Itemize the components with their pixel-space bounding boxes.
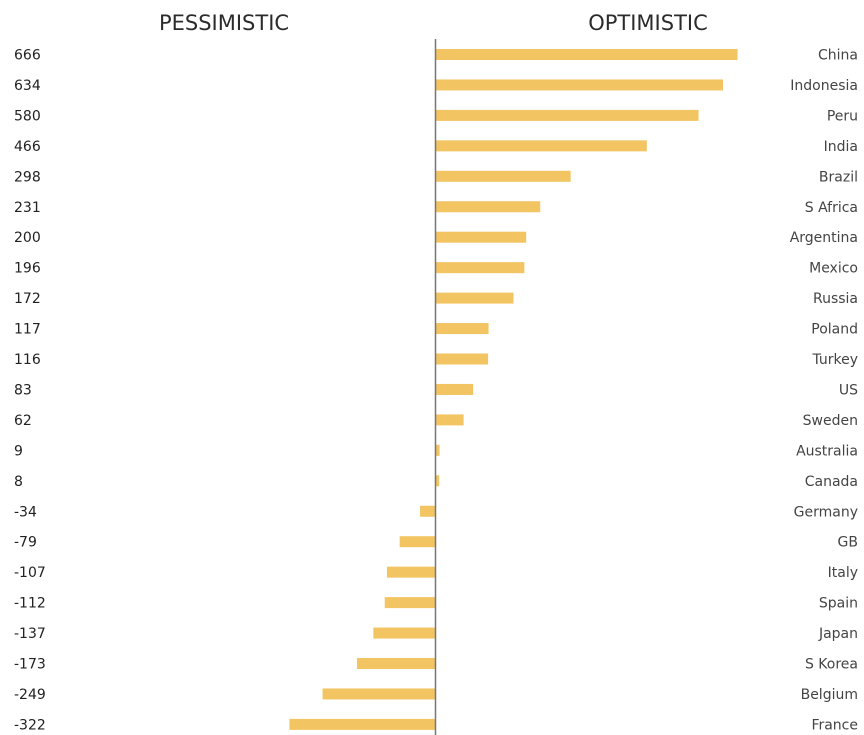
country-label-belgium: Belgium xyxy=(801,687,858,703)
value-label-sweden: 62 xyxy=(14,413,32,429)
bar-belgium xyxy=(322,688,436,700)
country-labels-group: China Indonesia Peru India Brazil S Africa Arg… xyxy=(790,48,858,734)
country-label-turkey: Turkey xyxy=(811,352,858,368)
country-label-spain: Spain xyxy=(819,596,858,612)
value-label-spain: -112 xyxy=(14,596,46,612)
bar-brazil xyxy=(435,170,571,182)
bar-france xyxy=(289,718,436,730)
country-label-s-africa: S Africa xyxy=(805,200,858,216)
value-label-peru: 580 xyxy=(14,108,41,124)
country-label-russia: Russia xyxy=(813,291,858,307)
value-label-argentina: 200 xyxy=(14,230,41,246)
bar-germany xyxy=(420,505,436,517)
value-label-russia: 172 xyxy=(14,291,41,307)
bar-spain xyxy=(384,597,436,609)
bar-italy xyxy=(386,566,436,578)
bar-india xyxy=(435,140,647,152)
bar-s-korea xyxy=(357,658,436,669)
value-label-poland: 117 xyxy=(14,322,41,338)
value-label-turkey: 116 xyxy=(14,352,41,368)
value-label-s-korea: -173 xyxy=(14,657,46,673)
value-label-france: -322 xyxy=(14,717,46,733)
value-label-germany: -34 xyxy=(14,504,37,520)
country-label-france: France xyxy=(811,717,858,733)
value-label-japan: -137 xyxy=(14,626,46,642)
bar-japan xyxy=(373,627,436,639)
bar-poland xyxy=(435,323,489,335)
country-label-us: US xyxy=(839,382,858,398)
value-labels-group: 666 634 580 466 298 231 200 196 172 117 116 83 62 9 8 -… xyxy=(14,48,46,734)
country-label-indonesia: Indonesia xyxy=(790,78,858,94)
value-label-brazil: 298 xyxy=(14,169,41,185)
value-label-china: 666 xyxy=(14,48,41,64)
country-label-poland: Poland xyxy=(811,322,858,338)
bar-peru xyxy=(435,109,699,121)
value-label-s-africa: 231 xyxy=(14,200,41,216)
bar-turkey xyxy=(435,353,489,365)
bar-mexico xyxy=(435,262,525,274)
country-label-gb: GB xyxy=(838,535,858,551)
country-label-s-korea: S Korea xyxy=(805,657,858,673)
value-label-indonesia: 634 xyxy=(14,78,41,94)
bar-argentina xyxy=(435,231,527,243)
country-label-sweden: Sweden xyxy=(803,413,858,429)
country-label-italy: Italy xyxy=(828,565,858,581)
bar-canada xyxy=(435,475,440,487)
bar-us xyxy=(435,383,474,395)
bar-gb xyxy=(399,536,436,548)
value-label-australia: 9 xyxy=(14,443,23,459)
country-label-argentina: Argentina xyxy=(790,230,858,246)
value-label-mexico: 196 xyxy=(14,261,41,277)
bar-sweden xyxy=(435,414,464,426)
bar-s-africa xyxy=(435,201,541,213)
value-label-canada: 8 xyxy=(14,474,23,490)
bars-group xyxy=(289,49,738,730)
country-label-canada: Canada xyxy=(805,474,858,490)
bar-australia xyxy=(435,444,440,456)
value-label-gb: -79 xyxy=(14,535,37,551)
value-label-us: 83 xyxy=(14,382,32,398)
country-label-india: India xyxy=(824,139,858,155)
pessimistic-header: PESSIMISTIC xyxy=(159,11,289,35)
value-label-india: 466 xyxy=(14,139,41,155)
country-label-peru: Peru xyxy=(827,108,858,124)
country-label-germany: Germany xyxy=(794,504,858,520)
country-label-china: China xyxy=(818,48,858,64)
country-label-mexico: Mexico xyxy=(809,261,858,277)
country-label-brazil: Brazil xyxy=(819,169,858,185)
country-label-australia: Australia xyxy=(796,443,858,459)
optimistic-header: OPTIMISTIC xyxy=(588,11,708,35)
value-label-belgium: -249 xyxy=(14,687,46,703)
bar-indonesia xyxy=(435,79,724,91)
bar-russia xyxy=(435,292,514,304)
country-label-japan: Japan xyxy=(818,626,858,642)
bar-china xyxy=(435,49,738,60)
value-label-italy: -107 xyxy=(14,565,46,581)
